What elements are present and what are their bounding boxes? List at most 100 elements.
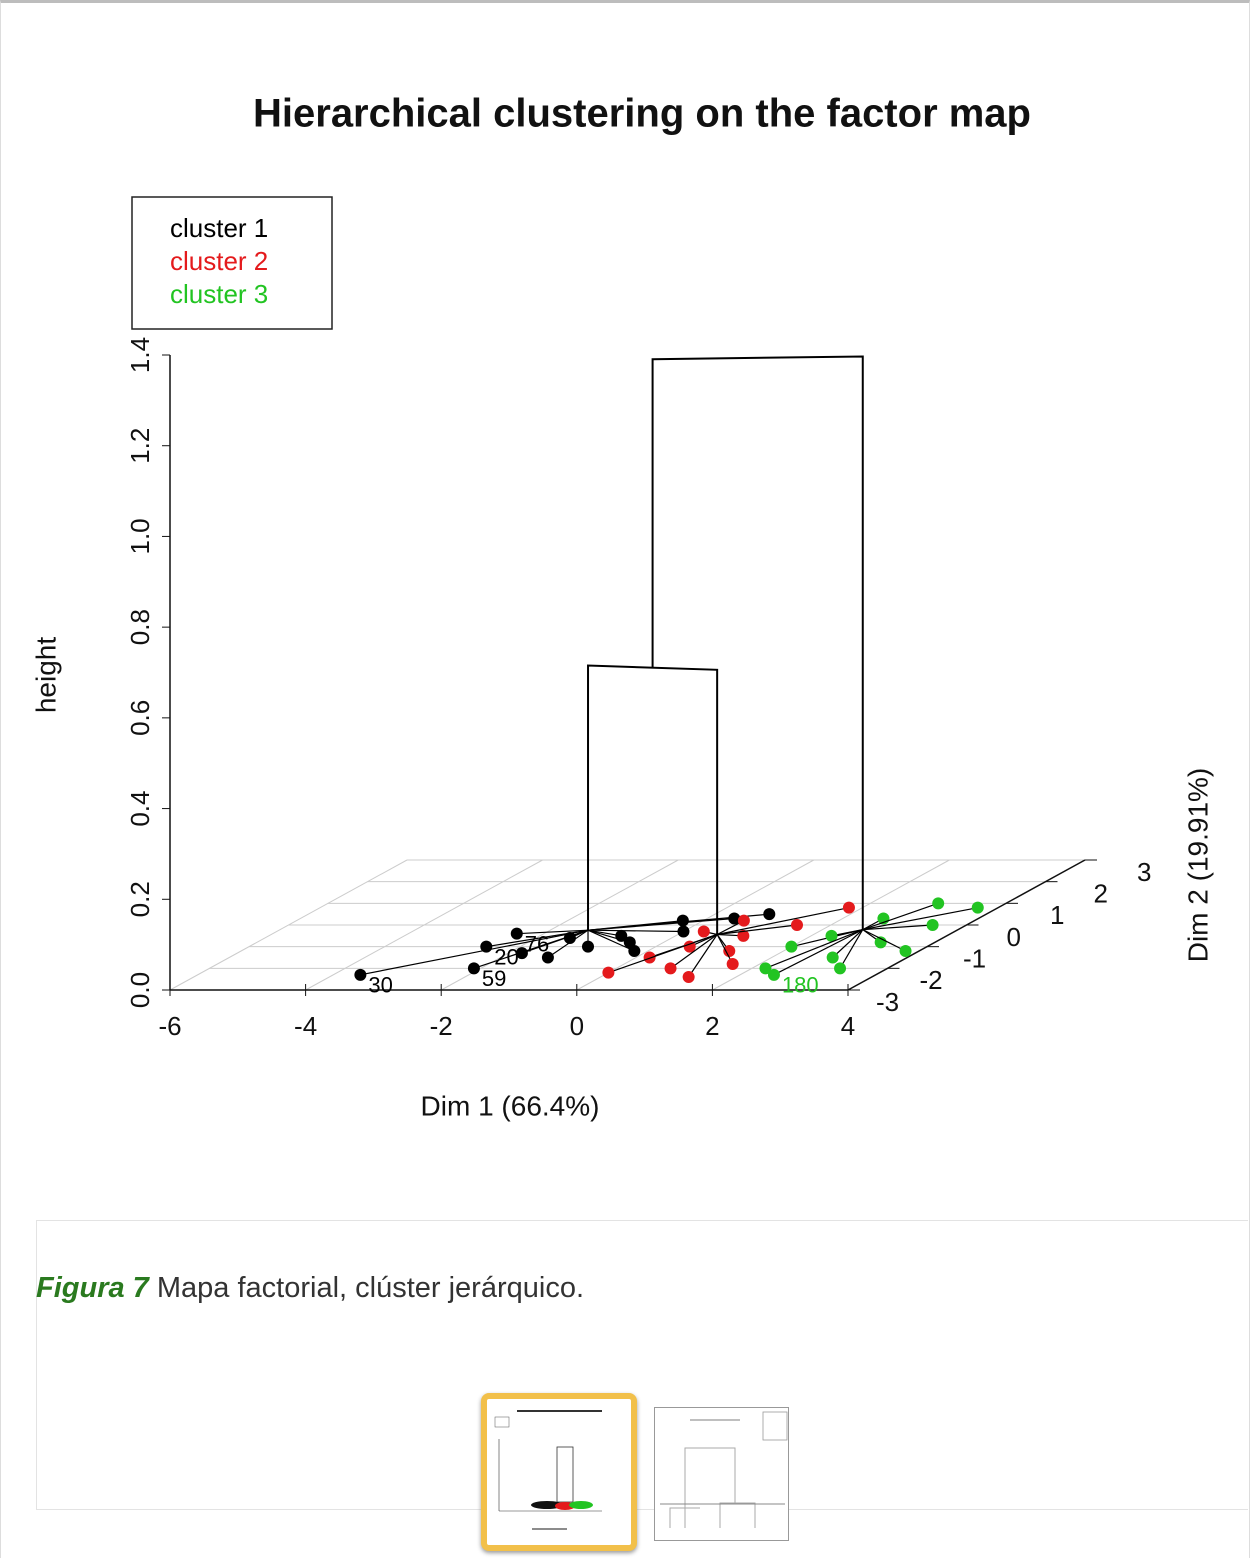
y-tick-label: 2 xyxy=(1094,879,1108,909)
tree-link xyxy=(608,933,718,974)
chart: Hierarchical clustering on the factor ma… xyxy=(30,92,1213,1122)
tree-link xyxy=(547,929,589,958)
y-tick-label: 0 xyxy=(1007,922,1021,952)
tree-link xyxy=(688,934,718,978)
point xyxy=(643,951,656,964)
point xyxy=(602,966,615,979)
point xyxy=(826,951,839,964)
point xyxy=(515,947,528,960)
z-tick-label: 0.0 xyxy=(125,972,155,1008)
tree-link xyxy=(717,907,850,936)
point-label: 30 xyxy=(368,973,392,998)
legend-entry: cluster 3 xyxy=(170,279,268,309)
tree-link xyxy=(839,929,864,969)
merge xyxy=(651,355,864,930)
x-tick-label: -6 xyxy=(158,1011,181,1041)
z-tick-label: 0.4 xyxy=(125,790,155,826)
point xyxy=(467,962,480,975)
point xyxy=(834,962,847,975)
point xyxy=(510,927,523,940)
tree-link xyxy=(832,929,864,958)
tree-link xyxy=(521,929,589,954)
point xyxy=(926,919,939,931)
legend-box xyxy=(131,196,333,330)
tree-link xyxy=(588,929,684,933)
point xyxy=(726,958,739,970)
point xyxy=(582,940,594,953)
point xyxy=(697,925,710,938)
point xyxy=(825,929,838,942)
tree-link xyxy=(516,929,589,935)
z-tick-label: 1.0 xyxy=(125,518,155,554)
tree-link xyxy=(862,924,933,931)
legend-entry: cluster 2 xyxy=(170,246,268,276)
thumbnail-image xyxy=(660,1411,788,1528)
tree-link xyxy=(360,929,589,976)
y-tick-label: -2 xyxy=(920,965,943,995)
point xyxy=(791,919,803,931)
y-tick-label: -3 xyxy=(876,987,899,1017)
z-axis-label: height xyxy=(30,637,61,714)
point xyxy=(677,925,690,938)
caption-text: Mapa factorial, clúster jerárquico. xyxy=(156,1272,585,1304)
y-tick-label: 1 xyxy=(1050,900,1064,930)
x-tick-label: 0 xyxy=(570,1011,584,1041)
point xyxy=(759,962,772,975)
point xyxy=(676,914,689,927)
tree-link xyxy=(862,902,939,931)
point xyxy=(563,932,576,944)
y-tick-label: -1 xyxy=(963,944,986,974)
legend-entry: cluster 1 xyxy=(170,213,268,243)
z-tick-label: 1.4 xyxy=(125,337,155,373)
y-tick-label: 3 xyxy=(1137,857,1151,887)
x-axis-label: Dim 1 (66.4%) xyxy=(421,1090,600,1121)
point xyxy=(541,951,554,964)
x-tick-label: -4 xyxy=(294,1011,317,1041)
point xyxy=(628,945,641,957)
tree-link xyxy=(862,929,906,952)
point xyxy=(354,968,367,981)
caption: Figura 7 Mapa factorial, clúster jerárqu… xyxy=(36,1272,584,1305)
point-label: 59 xyxy=(482,966,506,991)
tree-link xyxy=(587,913,770,931)
x-tick-label: -2 xyxy=(430,1011,453,1041)
point xyxy=(767,968,780,981)
point xyxy=(842,901,855,914)
tree-link xyxy=(765,929,863,969)
point-label: 180 xyxy=(782,973,819,998)
tree-link xyxy=(587,929,630,943)
point xyxy=(664,962,677,975)
thumbnail-selected[interactable] xyxy=(481,1393,637,1551)
point xyxy=(932,897,945,910)
tree-link xyxy=(587,929,635,952)
caption-box xyxy=(36,1220,1248,1510)
tree-link xyxy=(717,924,798,936)
point xyxy=(737,929,750,942)
point xyxy=(785,940,798,953)
caption-label: Figura 7 xyxy=(36,1272,149,1304)
tree-link xyxy=(670,934,718,969)
x-tick-label: 2 xyxy=(705,1011,719,1041)
point xyxy=(899,945,912,957)
point xyxy=(763,908,776,921)
z-tick-label: 0.8 xyxy=(125,609,155,645)
z-tick-label: 0.2 xyxy=(125,881,155,917)
tree-link xyxy=(773,929,864,976)
x-tick-label: 4 xyxy=(841,1011,855,1041)
merge xyxy=(587,664,719,935)
z-tick-label: 1.2 xyxy=(125,428,155,464)
point xyxy=(737,914,750,927)
point xyxy=(728,912,741,925)
point xyxy=(682,971,695,983)
chart-title: Hierarchical clustering on the factor ma… xyxy=(253,92,1031,136)
z-tick-label: 0.6 xyxy=(125,700,155,736)
point xyxy=(723,945,736,957)
point xyxy=(874,936,887,949)
point xyxy=(480,940,493,953)
y-axis-label: Dim 2 (19.91%) xyxy=(1182,768,1213,963)
point xyxy=(971,901,984,914)
thumbnail-image xyxy=(494,1410,602,1530)
thumbnail[interactable] xyxy=(654,1407,789,1541)
